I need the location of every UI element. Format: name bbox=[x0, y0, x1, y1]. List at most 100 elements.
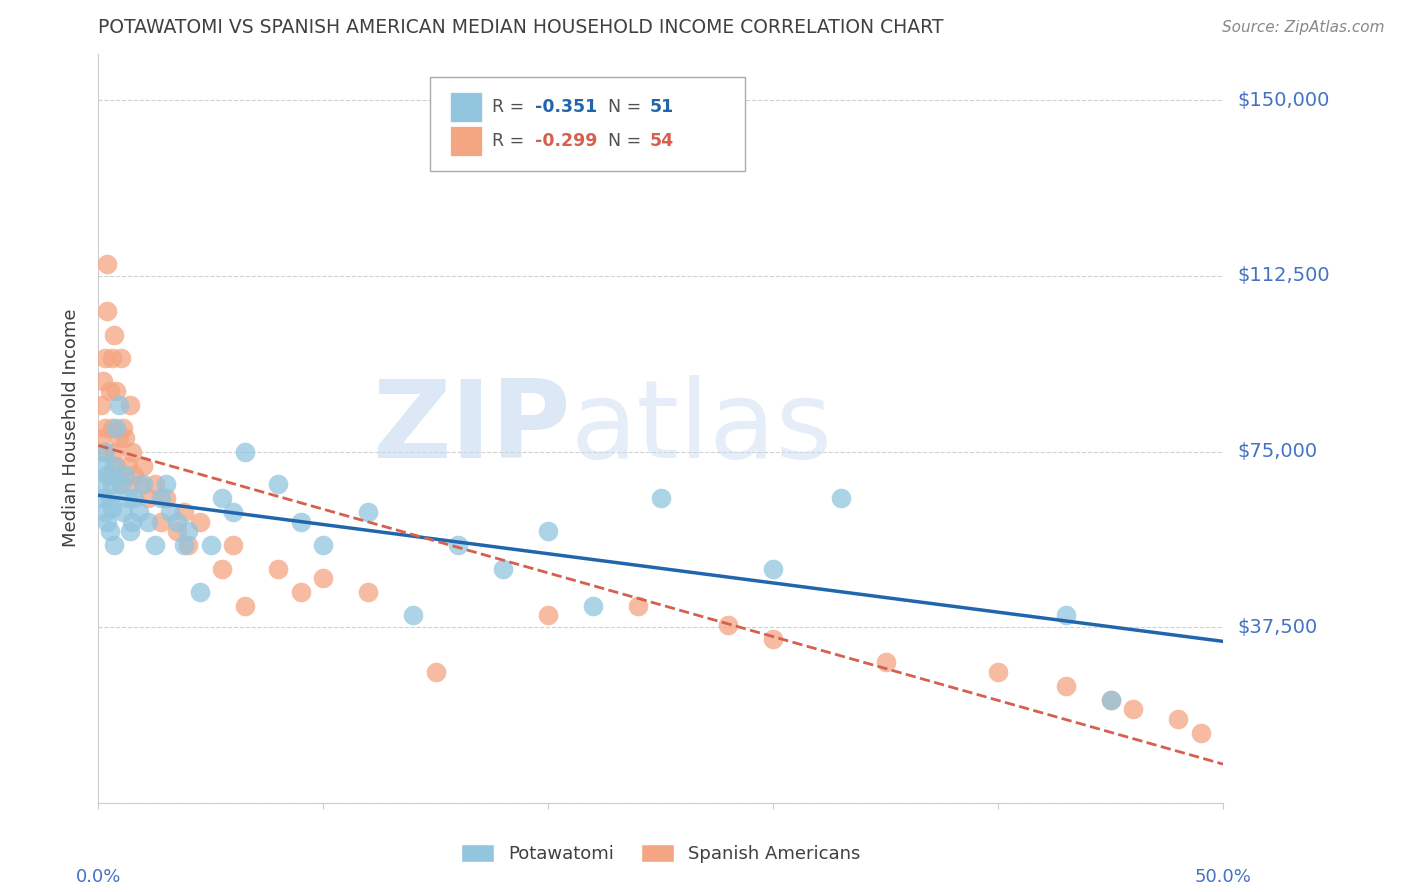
Point bbox=[110, 477, 132, 491]
Point bbox=[762, 562, 785, 576]
Point bbox=[173, 538, 195, 552]
Text: N =: N = bbox=[607, 132, 647, 150]
FancyBboxPatch shape bbox=[430, 78, 745, 171]
Text: $112,500: $112,500 bbox=[1237, 267, 1330, 285]
Point bbox=[537, 608, 560, 623]
Point bbox=[582, 599, 605, 614]
Point bbox=[1099, 692, 1122, 706]
Point bbox=[96, 304, 118, 318]
Point bbox=[110, 477, 132, 491]
Point bbox=[267, 562, 290, 576]
Legend: Potawatomi, Spanish Americans: Potawatomi, Spanish Americans bbox=[454, 837, 868, 871]
Point bbox=[132, 458, 155, 473]
Point bbox=[1189, 725, 1212, 739]
Text: Source: ZipAtlas.com: Source: ZipAtlas.com bbox=[1222, 20, 1385, 35]
Point bbox=[233, 599, 256, 614]
Point bbox=[103, 538, 125, 552]
Point bbox=[124, 467, 146, 482]
Point bbox=[117, 491, 139, 506]
Text: 50.0%: 50.0% bbox=[1195, 869, 1251, 887]
Text: $75,000: $75,000 bbox=[1237, 442, 1317, 461]
Point bbox=[357, 585, 380, 599]
Point bbox=[90, 431, 112, 445]
FancyBboxPatch shape bbox=[450, 126, 482, 156]
Point bbox=[132, 477, 155, 491]
Point bbox=[98, 524, 121, 539]
Point bbox=[233, 444, 256, 458]
Point bbox=[222, 538, 245, 552]
Point bbox=[627, 599, 650, 614]
Point bbox=[143, 477, 166, 491]
Text: 54: 54 bbox=[650, 132, 673, 150]
Point bbox=[650, 491, 672, 506]
Point bbox=[1054, 679, 1077, 693]
Point bbox=[875, 655, 897, 669]
Point bbox=[94, 351, 117, 365]
Point bbox=[101, 421, 124, 435]
Point bbox=[1167, 712, 1189, 726]
Point bbox=[101, 477, 124, 491]
Point bbox=[290, 585, 312, 599]
Point bbox=[110, 351, 132, 365]
Point bbox=[200, 538, 222, 552]
Point bbox=[717, 618, 740, 632]
Point bbox=[357, 505, 380, 519]
Point bbox=[166, 515, 188, 529]
Text: $37,500: $37,500 bbox=[1237, 617, 1317, 637]
Point bbox=[91, 458, 114, 473]
Text: R =: R = bbox=[492, 98, 530, 117]
Point bbox=[98, 467, 121, 482]
Point bbox=[96, 257, 118, 271]
Text: POTAWATOMI VS SPANISH AMERICAN MEDIAN HOUSEHOLD INCOME CORRELATION CHART: POTAWATOMI VS SPANISH AMERICAN MEDIAN HO… bbox=[98, 18, 943, 37]
Point bbox=[267, 477, 290, 491]
Point bbox=[121, 515, 143, 529]
Point bbox=[103, 327, 125, 342]
Point bbox=[173, 505, 195, 519]
Point bbox=[124, 491, 146, 506]
Point bbox=[425, 665, 447, 679]
Point bbox=[103, 444, 125, 458]
Point bbox=[98, 491, 121, 506]
Point bbox=[105, 421, 128, 435]
Point bbox=[128, 505, 150, 519]
Text: 0.0%: 0.0% bbox=[76, 869, 121, 887]
Point bbox=[105, 384, 128, 398]
Text: -0.351: -0.351 bbox=[534, 98, 598, 117]
Point bbox=[177, 538, 200, 552]
Point bbox=[447, 538, 470, 552]
Point bbox=[114, 467, 136, 482]
Point bbox=[312, 571, 335, 585]
Point bbox=[105, 458, 128, 473]
Point bbox=[94, 421, 117, 435]
Point bbox=[166, 524, 188, 539]
Point bbox=[98, 384, 121, 398]
Point bbox=[121, 444, 143, 458]
Point bbox=[96, 467, 118, 482]
Point bbox=[222, 505, 245, 519]
Point bbox=[114, 431, 136, 445]
Point bbox=[211, 562, 233, 576]
Point bbox=[537, 524, 560, 539]
Point bbox=[90, 398, 112, 412]
Point bbox=[136, 515, 159, 529]
Point bbox=[492, 562, 515, 576]
Point bbox=[107, 398, 129, 412]
Point bbox=[118, 398, 141, 412]
Point bbox=[150, 491, 173, 506]
Point bbox=[136, 491, 159, 506]
Y-axis label: Median Household Income: Median Household Income bbox=[62, 309, 80, 548]
Point bbox=[101, 351, 124, 365]
Point bbox=[155, 477, 177, 491]
Point bbox=[155, 491, 177, 506]
Point bbox=[91, 491, 114, 506]
Point bbox=[159, 505, 181, 519]
Text: atlas: atlas bbox=[571, 376, 832, 481]
Point bbox=[101, 500, 124, 515]
Point bbox=[211, 491, 233, 506]
Point bbox=[762, 632, 785, 646]
Point bbox=[96, 515, 118, 529]
Point bbox=[290, 515, 312, 529]
Point bbox=[150, 515, 173, 529]
Point bbox=[107, 431, 129, 445]
Point bbox=[177, 524, 200, 539]
